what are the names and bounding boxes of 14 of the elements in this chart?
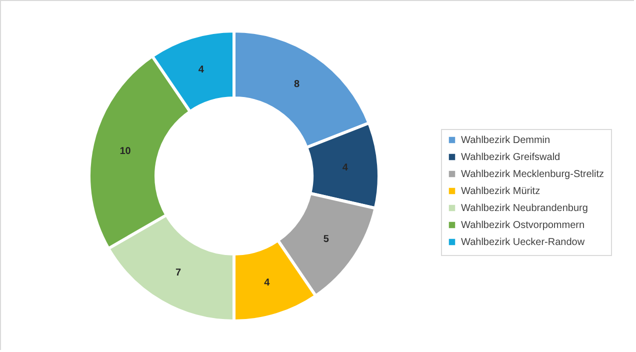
data-label: 4 xyxy=(342,162,348,174)
legend-label: Wahlbezirk Demmin xyxy=(461,135,550,146)
data-label: 5 xyxy=(323,234,330,245)
data-label: 4 xyxy=(198,64,204,76)
legend-label: Wahlbezirk Neubrandenburg xyxy=(461,203,588,214)
legend-label: Wahlbezirk Uecker-Randow xyxy=(461,237,586,248)
data-label: 10 xyxy=(120,146,132,158)
data-label: 7 xyxy=(175,268,182,279)
legend-label: Wahlbezirk Mecklenburg-Strelitz xyxy=(461,169,604,180)
data-label: 8 xyxy=(294,78,300,90)
data-label: 4 xyxy=(264,278,270,289)
legend-label: Wahlbezirk Müritz xyxy=(461,186,540,197)
legend-label: Wahlbezirk Greifswald xyxy=(461,152,560,163)
legend-label: Wahlbezirk Ostvorpommern xyxy=(461,220,585,231)
